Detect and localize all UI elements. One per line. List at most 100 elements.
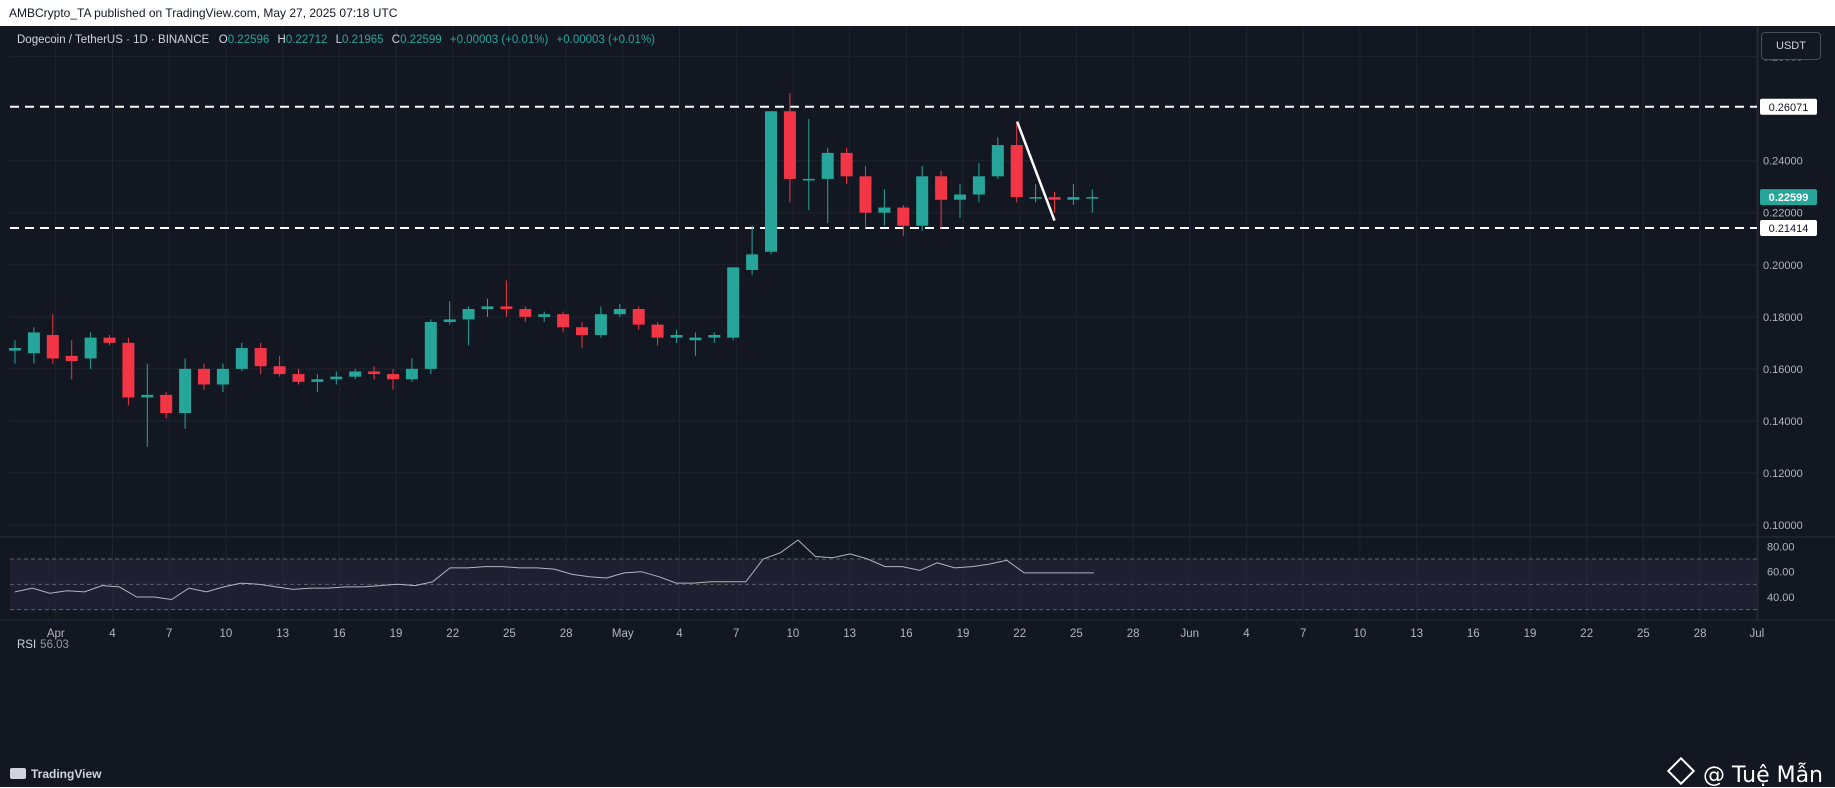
candle-body <box>424 322 437 369</box>
price-label-text: 0.26071 <box>1769 102 1809 114</box>
candle-body <box>632 309 645 325</box>
candle-body <box>500 306 513 310</box>
low-key: L <box>335 34 342 46</box>
candle-body <box>216 368 229 385</box>
x-tick-label: 28 <box>560 628 573 640</box>
watermark-text: @ Tuệ Mẫn <box>1703 763 1823 788</box>
x-tick-label: 25 <box>1070 628 1083 640</box>
x-tick-label: 25 <box>1637 628 1650 640</box>
candle-body <box>538 314 551 317</box>
candle-body <box>651 324 664 338</box>
x-tick-label: 19 <box>390 628 403 640</box>
x-tick-label: 7 <box>733 628 739 640</box>
candle-body <box>330 376 343 380</box>
symbol-legend: Dogecoin / TetherUS · 1D · BINANCE O0.22… <box>17 34 660 46</box>
x-tick-label: 19 <box>1524 628 1537 640</box>
change-value-2: +0.00003 (+0.01%) <box>556 34 656 46</box>
candle-body <box>991 145 1004 177</box>
candle-body <box>935 176 948 200</box>
candle-body <box>349 371 362 377</box>
x-tick-label: 16 <box>900 628 913 640</box>
x-tick-label: Jun <box>1181 628 1200 640</box>
candle-body <box>311 379 324 382</box>
x-tick-label: 7 <box>1300 628 1306 640</box>
candle-body <box>1048 197 1061 200</box>
trend-line <box>1016 121 1056 221</box>
candle-body <box>273 366 286 375</box>
candle-body <box>897 207 910 226</box>
footer-bar: TradingView @ Tuệ Mẫn <box>0 756 1835 788</box>
rsi-band <box>10 559 1757 610</box>
x-tick-label: 4 <box>676 628 683 640</box>
price-label-box <box>1760 189 1817 206</box>
chart-area[interactable]: 0.280000.240000.220000.200000.180000.160… <box>0 26 1835 761</box>
x-tick-label: 22 <box>1580 628 1593 640</box>
x-tick-label: 7 <box>166 628 172 640</box>
x-tick-label: 28 <box>1127 628 1140 640</box>
rsi-tick-label: 40.00 <box>1767 592 1795 604</box>
horizontal-levels <box>10 105 1757 229</box>
candle-body <box>443 319 456 323</box>
candle-body <box>405 368 418 380</box>
candle-body <box>576 327 588 336</box>
open-value: 0.22596 <box>227 34 270 46</box>
x-tick-label: 19 <box>957 628 970 640</box>
grid <box>0 26 1835 621</box>
price-labels: 0.26071 0.22599 0.21414 <box>1760 98 1817 236</box>
x-tick-label: 13 <box>1410 628 1423 640</box>
x-tick-label: 13 <box>843 628 856 640</box>
y-tick-label: 0.14000 <box>1763 416 1803 428</box>
currency-button[interactable]: USDT <box>1761 32 1821 60</box>
open-key: O <box>218 34 228 46</box>
candle-body <box>802 178 815 181</box>
axes: 0.280000.240000.220000.200000.180000.160… <box>47 52 1803 640</box>
publish-header: AMBCrypto_TA published on TradingView.co… <box>0 0 1835 26</box>
x-tick-label: 4 <box>109 628 116 640</box>
candle-body <box>481 306 494 310</box>
candle-body <box>916 176 929 226</box>
candle-body <box>670 335 683 338</box>
candle-body <box>859 176 872 213</box>
x-tick-label: May <box>612 628 634 640</box>
x-tick-label: 13 <box>276 628 289 640</box>
x-tick-label: 22 <box>1013 628 1026 640</box>
candle-body <box>1029 197 1042 199</box>
candle-body <box>387 374 399 380</box>
candle-body <box>9 348 21 351</box>
candle-body <box>46 335 59 359</box>
candle-body <box>746 254 759 270</box>
candle-body <box>765 111 777 252</box>
rsi-value: 56.03 <box>40 639 69 651</box>
rsi-label: RSI <box>17 639 37 651</box>
candlestick-chart[interactable]: 0.280000.240000.220000.200000.180000.160… <box>0 26 1835 761</box>
symbol-name: Dogecoin / TetherUS · 1D · BINANCE <box>17 34 210 46</box>
candle-body <box>84 337 97 359</box>
x-tick-label: 25 <box>503 628 516 640</box>
close-key: C <box>391 34 401 46</box>
x-tick-label: 10 <box>787 628 800 640</box>
x-tick-label: 28 <box>1694 628 1707 640</box>
rsi-legend: RSI 56.03 <box>17 639 69 651</box>
candle-body <box>708 335 721 338</box>
y-tick-label: 0.12000 <box>1763 468 1803 480</box>
candle-body <box>235 348 248 369</box>
candle-body <box>462 309 475 320</box>
tradingview-logo[interactable]: TradingView <box>10 767 101 781</box>
candle-body <box>198 368 210 385</box>
rsi-pane <box>10 539 1757 611</box>
y-tick-label: 0.20000 <box>1763 260 1803 272</box>
change-value: +0.00003 (+0.01%) <box>449 34 549 46</box>
y-tick-label: 0.10000 <box>1763 520 1803 532</box>
x-tick-label: 10 <box>220 628 233 640</box>
binance-icon <box>1666 756 1696 786</box>
rsi-tick-label: 80.00 <box>1767 541 1795 553</box>
candles <box>9 93 1099 447</box>
candle-body <box>1086 197 1099 199</box>
candle-body <box>519 309 532 317</box>
candle-body <box>179 368 192 414</box>
price-label-box <box>1760 98 1817 115</box>
candle-body <box>292 374 305 382</box>
high-key: H <box>277 34 286 46</box>
x-tick-label: 10 <box>1354 628 1367 640</box>
price-label-text: 0.22599 <box>1769 192 1809 204</box>
